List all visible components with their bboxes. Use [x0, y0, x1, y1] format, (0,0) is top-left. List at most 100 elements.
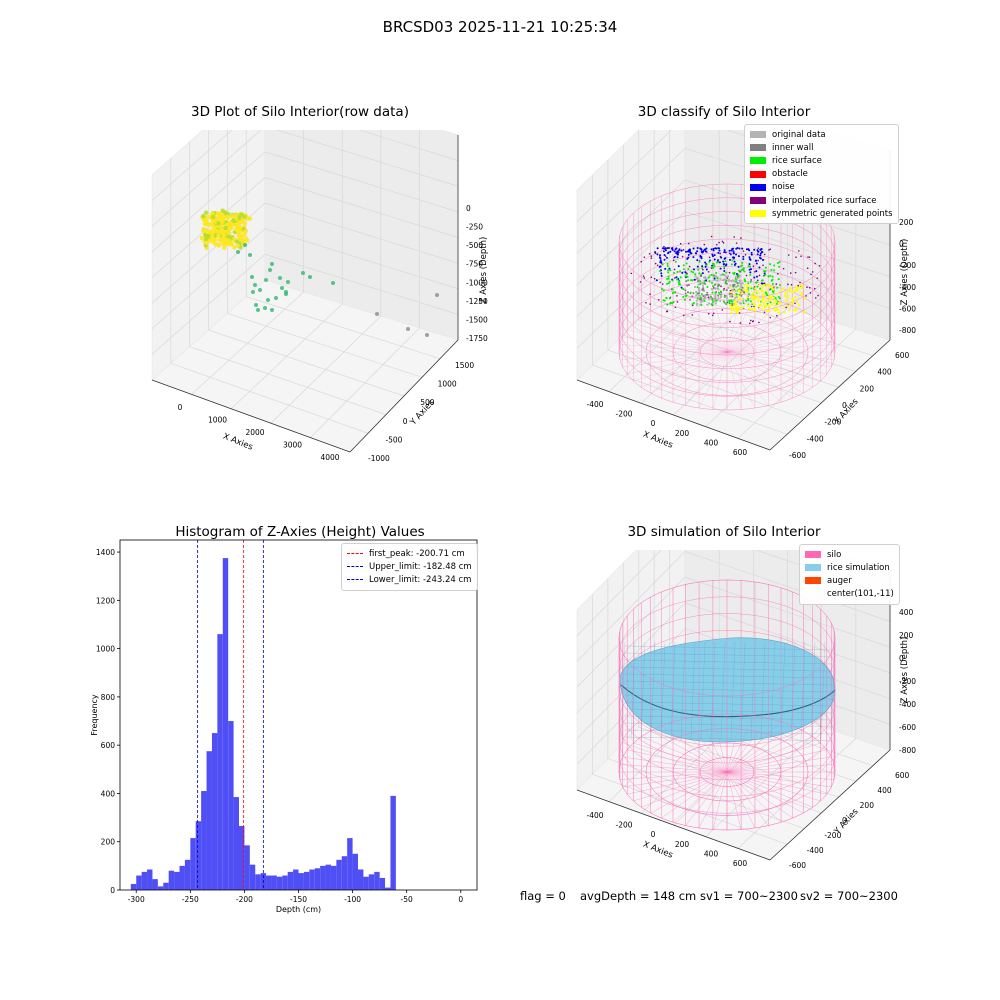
legend-entry: silo	[805, 548, 894, 561]
legend-label: original data	[772, 129, 826, 140]
rice-mesh	[624, 701, 834, 707]
data-point	[774, 304, 778, 307]
legend-label: obstacle	[772, 169, 808, 180]
data-point	[667, 247, 670, 250]
data-point	[256, 308, 260, 312]
z-axis-label: Z Axies (Depth)	[900, 637, 910, 704]
data-point	[722, 242, 725, 244]
data-point	[703, 289, 706, 292]
data-point	[688, 248, 691, 251]
legend-entry: rice surface	[750, 154, 893, 167]
data-point	[740, 288, 743, 291]
rice-mesh	[620, 641, 626, 741]
data-point	[796, 288, 799, 292]
rice-mesh	[750, 641, 756, 741]
data-point	[715, 272, 718, 275]
data-point	[686, 284, 689, 287]
data-point	[717, 297, 720, 300]
histogram-bar	[217, 634, 223, 890]
legend-label: symmetric generated points	[772, 208, 893, 219]
data-point	[758, 266, 761, 269]
data-point	[253, 283, 257, 287]
data-point	[775, 308, 779, 312]
data-point	[682, 295, 685, 298]
legend-swatch	[750, 183, 766, 191]
data-point	[723, 270, 726, 273]
data-point	[704, 296, 707, 299]
grid-line	[684, 576, 891, 648]
x-axis-label: X Axies	[641, 430, 674, 451]
data-point	[758, 321, 760, 324]
data-point	[787, 254, 790, 256]
x-axis-label: X Axies	[641, 840, 674, 861]
data-point	[662, 250, 665, 253]
legend-label: Upper_limit: -182.48 cm	[369, 561, 472, 572]
data-point	[706, 303, 709, 306]
data-point	[756, 291, 760, 295]
data-point	[777, 311, 781, 314]
grid-line	[737, 328, 857, 439]
histogram-bar	[211, 733, 218, 890]
data-point	[676, 301, 679, 303]
data-point	[734, 275, 737, 278]
data-point	[435, 293, 439, 297]
grid-line	[684, 211, 891, 278]
data-point	[748, 263, 751, 266]
data-point	[723, 294, 726, 297]
data-point	[731, 288, 734, 291]
data-point	[669, 250, 672, 253]
grid-line	[151, 130, 262, 227]
histogram-bar	[195, 821, 202, 890]
data-point	[685, 250, 688, 253]
legend-entry: interpolated rice surface	[750, 194, 893, 207]
data-point	[765, 284, 768, 287]
data-point	[769, 274, 772, 277]
data-point	[695, 252, 698, 255]
data-point	[747, 264, 750, 267]
grid-line	[576, 550, 662, 636]
y-axis-label: Y Axies	[832, 806, 861, 837]
histogram-bar	[282, 875, 288, 890]
histogram-bar	[368, 874, 375, 890]
data-point	[667, 269, 670, 272]
data-point	[254, 303, 258, 307]
data-point	[732, 256, 735, 259]
data-point	[687, 242, 690, 245]
z-tick-label: 400	[899, 608, 914, 617]
x-tick-label: -150	[290, 895, 307, 904]
data-point	[735, 253, 738, 256]
data-point	[691, 295, 694, 298]
data-point	[712, 263, 715, 266]
data-point	[728, 249, 731, 252]
histogram-bar	[174, 871, 180, 890]
data-point	[742, 267, 745, 270]
data-point	[762, 297, 765, 301]
data-point	[671, 292, 674, 295]
data-point	[800, 283, 803, 287]
data-point	[756, 249, 759, 252]
data-point	[701, 251, 704, 254]
data-point	[742, 258, 745, 261]
data-point	[751, 292, 755, 295]
data-point	[681, 271, 684, 274]
y-tick-label: -400	[807, 434, 824, 443]
data-point	[729, 304, 732, 307]
data-point	[674, 306, 677, 309]
data-point	[678, 282, 681, 285]
rice-mesh	[630, 641, 636, 741]
data-point	[686, 250, 689, 253]
data-point	[656, 253, 659, 256]
data-point	[740, 297, 744, 301]
data-point	[643, 277, 646, 279]
data-point	[710, 235, 713, 238]
y-tick-label: 400	[877, 368, 892, 377]
data-point	[737, 255, 740, 258]
data-point	[725, 271, 728, 274]
panel4-title: 3D simulation of Silo Interior	[627, 524, 821, 540]
data-point	[760, 248, 763, 251]
histogram-bar	[157, 886, 164, 890]
x-axis-line	[576, 789, 771, 861]
data-point	[806, 286, 808, 288]
histogram-bar	[303, 871, 310, 890]
data-point	[762, 264, 764, 267]
